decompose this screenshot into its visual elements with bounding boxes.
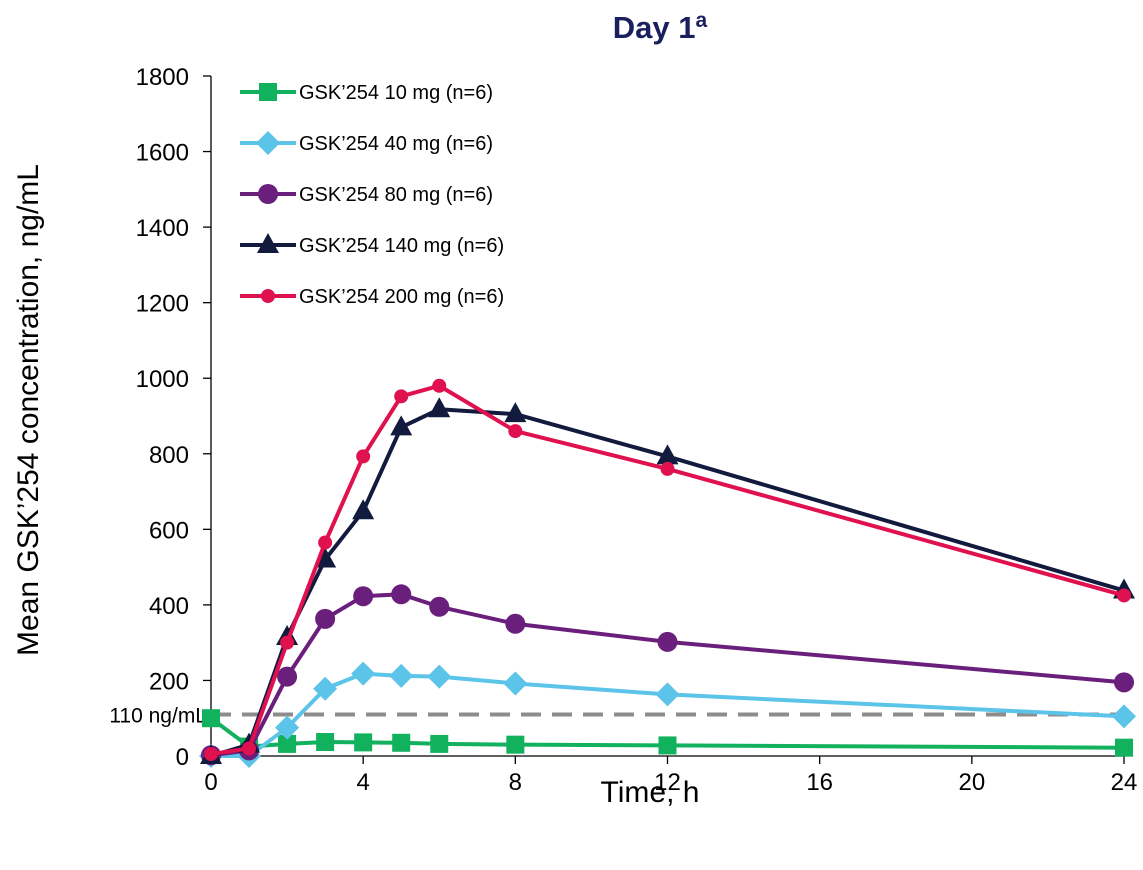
- data-point: [275, 715, 300, 740]
- x-tick-label: 0: [204, 769, 217, 796]
- data-point: [242, 741, 257, 756]
- x-tick-label: 16: [806, 769, 833, 796]
- data-point: [508, 424, 523, 439]
- x-tick-label: 20: [958, 769, 985, 796]
- legend-marker: [261, 289, 275, 303]
- series-line: [209, 716, 1125, 750]
- x-tick-label: 12: [654, 769, 681, 796]
- y-tick-label: 400: [149, 593, 189, 620]
- y-tick-label: 1600: [136, 140, 189, 167]
- x-tick-label: 4: [356, 769, 369, 796]
- data-point: [658, 736, 677, 755]
- data-point: [204, 747, 218, 762]
- data-point: [315, 608, 336, 629]
- data-point: [506, 735, 525, 754]
- legend-label: GSK’254 200 mg (n=6): [299, 286, 504, 308]
- data-point: [1115, 738, 1133, 757]
- data-point: [390, 415, 413, 436]
- y-tick-label: 0: [176, 744, 189, 771]
- data-point: [432, 378, 447, 393]
- data-point: [353, 586, 374, 607]
- chart-title-superscript: a: [696, 9, 708, 32]
- data-point: [280, 635, 295, 650]
- data-point: [394, 389, 409, 404]
- data-point: [356, 449, 371, 464]
- y-tick-label: 1200: [136, 291, 189, 318]
- data-point: [505, 613, 526, 634]
- legend: GSK’254 10 mg (n=6) GSK’254 40 mg (n=6) GS…: [240, 82, 504, 308]
- data-point: [318, 535, 333, 550]
- chart-title: Day 1a: [613, 9, 708, 45]
- legend-marker: [258, 184, 278, 204]
- legend-item-2: GSK’254 40 mg (n=6): [240, 131, 493, 155]
- legend-label: GSK’254 140 mg (n=6): [299, 235, 504, 257]
- data-point: [391, 584, 412, 605]
- data-point: [354, 733, 373, 752]
- data-point: [352, 499, 375, 520]
- series-group: [199, 378, 1136, 768]
- legend-item-3: GSK’254 80 mg (n=6): [240, 184, 493, 206]
- reference-line: 110 ng/mL: [109, 704, 1124, 727]
- data-point: [1114, 672, 1134, 693]
- legend-item-5: GSK’254 200 mg (n=6): [240, 286, 504, 308]
- data-point: [430, 734, 449, 753]
- legend-marker: [259, 83, 277, 101]
- legend-item-4: GSK’254 140 mg (n=6): [240, 233, 504, 257]
- legend-label: GSK’254 80 mg (n=6): [299, 184, 493, 206]
- series-line: [210, 592, 1125, 758]
- data-point: [351, 661, 376, 686]
- data-point: [392, 733, 411, 752]
- legend-marker: [257, 233, 279, 253]
- series-line: [211, 671, 1125, 758]
- data-point: [427, 664, 452, 689]
- data-point: [202, 709, 220, 728]
- y-tick-label: 1400: [136, 215, 189, 242]
- data-point: [657, 631, 678, 652]
- legend-item-1: GSK’254 10 mg (n=6): [240, 82, 493, 104]
- series-5: [204, 378, 1131, 762]
- data-point: [504, 402, 527, 423]
- data-point: [429, 596, 450, 617]
- y-axis-title: Mean GSK’254 concentration, ng/mL: [12, 164, 45, 656]
- data-point: [313, 676, 338, 701]
- x-axis-title: Time, h: [601, 776, 700, 809]
- chart-title-text: Day 1: [613, 10, 696, 45]
- data-point: [316, 733, 335, 752]
- data-point: [277, 666, 298, 687]
- y-tick-label: 600: [149, 517, 189, 544]
- y-tick-label: 1000: [136, 366, 189, 393]
- data-point: [278, 734, 297, 753]
- y-tick-label: 800: [149, 442, 189, 469]
- threshold-label: 110 ng/mL: [109, 704, 207, 727]
- series-line: [210, 383, 1125, 757]
- y-tick-label: 1800: [136, 64, 189, 91]
- y-tick-label: 200: [149, 668, 189, 695]
- legend-marker: [256, 131, 280, 155]
- data-point: [503, 671, 528, 696]
- data-point: [655, 682, 680, 707]
- data-point: [656, 444, 679, 465]
- data-point: [1112, 704, 1136, 729]
- data-point: [1117, 588, 1131, 603]
- axes: 0 200 400 600 800 1000 1200 1400 1600 1800 0 4 8 12 16…: [136, 64, 1138, 796]
- data-point: [428, 397, 451, 418]
- x-tick-label: 8: [509, 769, 522, 796]
- data-point: [660, 461, 675, 476]
- legend-label: GSK’254 40 mg (n=6): [299, 133, 493, 155]
- x-tick-label: 24: [1111, 769, 1138, 796]
- data-point: [389, 663, 414, 688]
- legend-label: GSK’254 10 mg (n=6): [299, 82, 493, 104]
